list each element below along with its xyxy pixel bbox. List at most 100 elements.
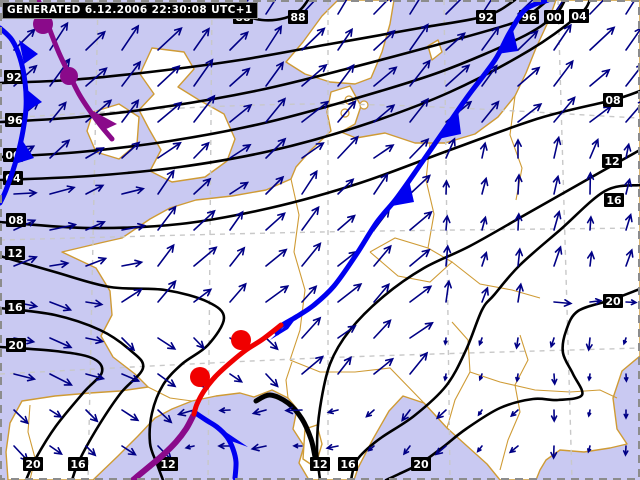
wind-arrow (480, 215, 488, 231)
svg-text:16: 16 (340, 458, 356, 471)
isobar-1016-east (349, 183, 640, 480)
wind-arrow (337, 325, 357, 339)
wind-arrow (367, 445, 375, 452)
wind-arrow (479, 141, 488, 159)
isobar-1016-west (0, 306, 145, 480)
wind-arrow (193, 58, 214, 87)
wind-arrow (508, 445, 519, 454)
wind-arrow (476, 445, 483, 453)
wind-arrow (553, 23, 572, 51)
wind-arrow (553, 59, 574, 87)
front-semicircle-marker (231, 330, 251, 350)
isobar-label: 04 (569, 9, 589, 23)
svg-text:16: 16 (70, 458, 86, 471)
wind-arrow (445, 32, 466, 51)
wind-arrow (409, 97, 430, 123)
svg-text:20: 20 (605, 295, 621, 308)
svg-text:12: 12 (7, 247, 22, 260)
wind-arrow (301, 242, 322, 267)
wind-arrow (49, 373, 73, 386)
wind-arrow (157, 373, 177, 388)
wind-arrow (550, 409, 558, 423)
wind-arrow (337, 27, 353, 51)
wind-arrow (517, 29, 539, 51)
wind-arrow (301, 27, 326, 51)
wind-arrow (337, 99, 357, 123)
wind-arrow (409, 351, 429, 375)
wind-arrow (445, 137, 456, 159)
wind-arrow (157, 27, 183, 51)
wind-arrow (325, 443, 339, 451)
wind-arrow (284, 406, 303, 415)
wind-arrow (480, 176, 489, 195)
wind-arrow (13, 255, 38, 267)
wind-arrow (337, 214, 356, 231)
isobar-992 (0, 0, 517, 85)
warm-front (190, 322, 284, 417)
wind-arrow (49, 445, 63, 455)
border-balkan-east (499, 334, 529, 471)
isobar-1000 (0, 0, 567, 159)
wind-arrow (373, 104, 396, 123)
parallel-line (0, 103, 640, 119)
svg-text:08: 08 (605, 94, 620, 107)
border-carpathians (451, 261, 541, 299)
wind-arrow (49, 222, 78, 231)
meridian-line (207, 0, 213, 480)
main-cold-front (270, 0, 551, 340)
wind-arrow (265, 285, 290, 303)
wind-arrow (265, 373, 279, 388)
wind-arrow (365, 409, 375, 418)
wind-arrow (193, 94, 216, 123)
wind-arrow (157, 337, 177, 350)
wind-arrow (85, 99, 113, 123)
wind-arrow (622, 445, 629, 457)
wind-arrow (229, 210, 244, 231)
isobar-1020-west (0, 345, 104, 480)
isobar-label: 16 (68, 457, 88, 471)
wind-arrow (157, 205, 177, 231)
isobar-label: 12 (158, 457, 178, 471)
isobar-label: 12 (5, 246, 25, 260)
wind-arrow (442, 179, 450, 195)
svg-text:20: 20 (413, 458, 429, 471)
wind-arrow (121, 259, 144, 268)
wind-arrow (121, 60, 142, 87)
front-triangle-marker (25, 88, 42, 112)
wind-arrow (292, 443, 303, 449)
wind-arrow (13, 373, 37, 382)
wind-arrow (265, 25, 283, 51)
wind-arrow (13, 409, 29, 425)
wind-arrow (229, 31, 249, 51)
wind-arrow (510, 409, 519, 418)
wind-arrow (478, 373, 483, 382)
generated-timestamp: GENERATED 6.12.2006 22:30:08 UTC+1 (2, 2, 258, 19)
isobar-label: 96 (5, 113, 25, 127)
wind-arrow (49, 139, 71, 159)
wind-arrow (193, 141, 210, 159)
svg-text:00: 00 (546, 11, 562, 24)
wind-arrow (193, 288, 213, 303)
front-triangle-marker (19, 40, 38, 64)
south-occluded-front (130, 413, 196, 480)
wind-arrow (373, 29, 396, 51)
wind-arrow (623, 142, 632, 159)
wind-arrow (229, 143, 252, 159)
wind-arrow (409, 248, 431, 267)
wind-arrow (229, 67, 251, 87)
wind-arrow (121, 373, 141, 383)
wind-arrow (49, 301, 73, 312)
wind-arrow (229, 103, 253, 123)
wind-arrow (85, 445, 97, 457)
isobar-label: 12 (310, 457, 330, 471)
wind-arrow (265, 212, 286, 231)
wind-arrow (515, 373, 520, 383)
wind-arrow (517, 102, 543, 123)
front-triangle-marker (392, 180, 414, 206)
wind-arrow (121, 288, 143, 303)
front-semicircle-marker (60, 67, 78, 85)
isobar-1008 (0, 89, 640, 230)
northwest-occluded-front (33, 0, 117, 142)
wind-arrow (442, 214, 451, 231)
wind-arrow (265, 61, 285, 87)
